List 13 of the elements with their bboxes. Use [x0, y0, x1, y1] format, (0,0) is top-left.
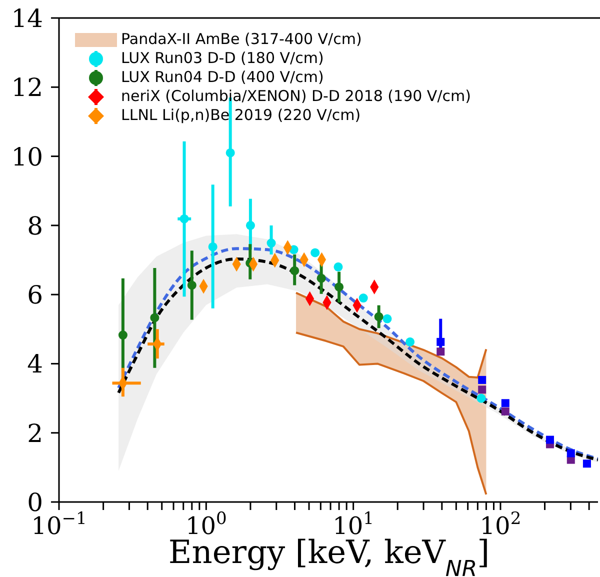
- legend-label: neriX (Columbia/XENON) D-D 2018 (190 V/cm): [121, 87, 471, 106]
- y-tick-label: 6: [27, 280, 43, 310]
- y-tick-label: 2: [27, 418, 43, 448]
- y-tick-label: 4: [27, 350, 43, 379]
- legend-label: LUX Run03 D-D (180 V/cm): [121, 49, 324, 68]
- y-tick-label: 8: [27, 211, 43, 240]
- y-tick-label: 12: [11, 73, 43, 102]
- legend-label: LUX Run04 D-D (400 V/cm): [121, 68, 324, 87]
- y-tick-label: 0: [27, 488, 43, 517]
- legend-label: PandaX-II AmBe (317-400 V/cm): [121, 30, 362, 49]
- legend-label: LLNL Li(p,n)Be 2019 (220 V/cm): [121, 106, 361, 125]
- y-tick-label: 10: [11, 142, 43, 172]
- y-tick-label: 14: [11, 4, 43, 33]
